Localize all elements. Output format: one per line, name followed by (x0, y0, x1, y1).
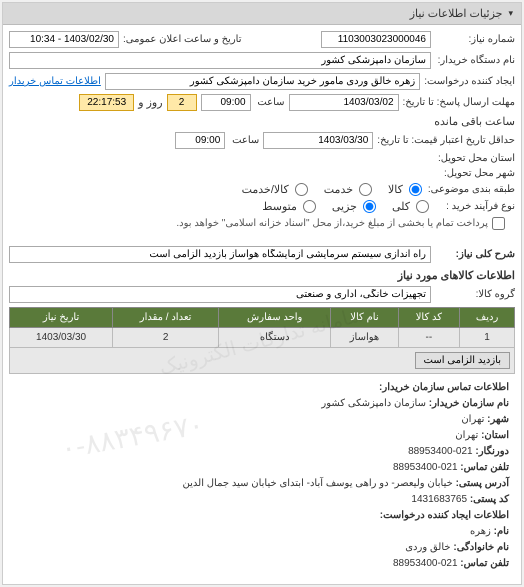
radio-service-input[interactable] (359, 183, 372, 196)
contact-city: شهر: تهران (15, 412, 509, 428)
row-description: شرح کلی نیاز: (9, 246, 515, 263)
row-province: استان محل تحویل: (9, 153, 515, 164)
creator-lastname: نام خانوادگی: خالق وردی (15, 540, 509, 556)
radio-service[interactable]: خدمت (324, 183, 374, 196)
btn-mandatory-visit[interactable]: بازدید الزامی است (415, 352, 511, 369)
panel-body: شماره نیاز: تاریخ و ساعت اعلان عمومی: نا… (3, 25, 521, 584)
row-city: شهر محل تحویل: (9, 168, 515, 179)
panel-title: جزئیات اطلاعات نیاز (410, 7, 503, 20)
th-qty: تعداد / مقدار (113, 308, 219, 328)
row-deadline: مهلت ارسال پاسخ: تا تاریخ: ساعت روز و سا… (9, 94, 515, 128)
label-city: شهر محل تحویل: (435, 168, 515, 179)
link-contact-buyer[interactable]: اطلاعات تماس خریدار (9, 76, 101, 87)
items-section-title: اطلاعات کالاهای مورد نیاز (9, 269, 515, 282)
row-category: طبقه بندی موضوعی: کالا خدمت کالا/خدمت (9, 183, 515, 196)
creator-title: اطلاعات ایجاد کننده درخواست: (15, 508, 509, 524)
th-code: کد کالا (398, 308, 460, 328)
input-time-remain (79, 94, 134, 111)
input-group[interactable] (9, 286, 431, 303)
radio-full-input[interactable] (416, 200, 429, 213)
radio-medium-input[interactable] (303, 200, 316, 213)
input-validity-time[interactable] (175, 132, 225, 149)
row-purchase-type: نوع فرآیند خرید : کلی جزیی متوسط پرداخت … (9, 200, 515, 230)
contact-address: آدرس پستی: خیابان ولیعصر- دو راهی یوسف آ… (15, 476, 509, 492)
row-request-number: شماره نیاز: تاریخ و ساعت اعلان عمومی: (9, 31, 515, 48)
td-desc: بازدید الزامی است (10, 348, 515, 374)
td-date: 1403/03/30 (10, 328, 113, 348)
contact-postal: کد پستی: 1431683765 (15, 492, 509, 508)
table-container: ردیف کد کالا نام کالا واحد سفارش تعداد /… (9, 307, 515, 374)
contact-province: استان: تهران (15, 428, 509, 444)
input-announce[interactable] (9, 31, 119, 48)
label-validity: حداقل تاریخ اعتبار قیمت: تا تاریخ: (377, 135, 515, 146)
th-date: تاریخ نیاز (10, 308, 113, 328)
radio-service-label: خدمت (324, 183, 353, 196)
contact-org: نام سازمان خریدار: سازمان دامپزشکی کشور (15, 396, 509, 412)
th-row: ردیف (460, 308, 515, 328)
radio-goods-label: کالا (388, 183, 403, 196)
row-buyer-org: نام دستگاه خریدار: (9, 52, 515, 69)
row-creator: ایجاد کننده درخواست: اطلاعات تماس خریدار (9, 73, 515, 90)
details-panel: ▾ جزئیات اطلاعات نیاز شماره نیاز: تاریخ … (2, 2, 522, 585)
td-code: -- (398, 328, 460, 348)
label-desc: شرح کلی نیاز: (435, 249, 515, 260)
radio-full-label: کلی (392, 200, 410, 213)
label-buyer-org: نام دستگاه خریدار: (435, 55, 515, 66)
table-row-desc: بازدید الزامی است (10, 348, 515, 374)
contact-fax: دورنگار: 021-88953400 (15, 444, 509, 460)
checkbox-payment-input[interactable] (492, 217, 505, 230)
contact-title: اطلاعات تماس سازمان خریدار: (15, 380, 509, 396)
label-time1: ساعت (255, 97, 285, 108)
radio-partial-input[interactable] (363, 200, 376, 213)
td-qty: 2 (113, 328, 219, 348)
label-remain: ساعت باقی مانده (434, 115, 515, 128)
collapse-icon: ▾ (508, 8, 513, 19)
row-group: گروه کالا: (9, 286, 515, 303)
radio-both-label: کالا/خدمت (242, 183, 289, 196)
payment-note: پرداخت تمام یا بخشی از مبلغ خرید،از محل … (176, 218, 488, 229)
row-validity: حداقل تاریخ اعتبار قیمت: تا تاریخ: ساعت (9, 132, 515, 149)
radio-full[interactable]: کلی (392, 200, 431, 213)
panel-header[interactable]: ▾ جزئیات اطلاعات نیاز (3, 3, 521, 25)
contact-phone: تلفن تماس: 021-88953400 (15, 460, 509, 476)
input-validity-date[interactable] (263, 132, 373, 149)
radio-medium-label: متوسط (262, 200, 297, 213)
td-name: هواساز (331, 328, 398, 348)
input-days-remain (167, 94, 197, 111)
radio-both[interactable]: کالا/خدمت (242, 183, 310, 196)
contact-section: ۰-۸۸۳۴۹۶۷۰ اطلاعات تماس سازمان خریدار: ن… (9, 374, 515, 578)
input-buyer-org[interactable] (9, 52, 431, 69)
label-province: استان محل تحویل: (435, 153, 515, 164)
label-days: روز و (138, 96, 162, 109)
input-req-num[interactable] (321, 31, 431, 48)
radio-medium[interactable]: متوسط (262, 200, 318, 213)
input-creator[interactable] (105, 73, 420, 90)
radio-partial-label: جزیی (332, 200, 357, 213)
label-announce: تاریخ و ساعت اعلان عمومی: (123, 34, 242, 45)
td-row: 1 (460, 328, 515, 348)
radio-goods[interactable]: کالا (388, 183, 424, 196)
label-purchase-type: نوع فرآیند خرید : (435, 201, 515, 212)
radio-both-input[interactable] (295, 183, 308, 196)
input-desc[interactable] (9, 246, 431, 263)
label-category: طبقه بندی موضوعی: (428, 184, 515, 195)
creator-phone: تلفن تماس: 021-88953400 (15, 556, 509, 572)
label-creator: ایجاد کننده درخواست: (424, 76, 515, 87)
radio-goods-input[interactable] (409, 183, 422, 196)
table-row[interactable]: 1 -- هواساز دستگاه 2 1403/03/30 (10, 328, 515, 348)
label-deadline: مهلت ارسال پاسخ: تا تاریخ: (403, 97, 515, 108)
label-req-num: شماره نیاز: (435, 34, 515, 45)
radio-partial[interactable]: جزیی (332, 200, 378, 213)
creator-name: نام: زهره (15, 524, 509, 540)
checkbox-payment[interactable]: پرداخت تمام یا بخشی از مبلغ خرید،از محل … (176, 217, 505, 230)
th-name: نام کالا (331, 308, 398, 328)
input-deadline-time[interactable] (201, 94, 251, 111)
label-group: گروه کالا: (435, 289, 515, 300)
items-table: ردیف کد کالا نام کالا واحد سفارش تعداد /… (9, 307, 515, 374)
td-unit: دستگاه (219, 328, 331, 348)
label-time2: ساعت (229, 135, 259, 146)
th-unit: واحد سفارش (219, 308, 331, 328)
input-deadline-date[interactable] (289, 94, 399, 111)
table-header-row: ردیف کد کالا نام کالا واحد سفارش تعداد /… (10, 308, 515, 328)
